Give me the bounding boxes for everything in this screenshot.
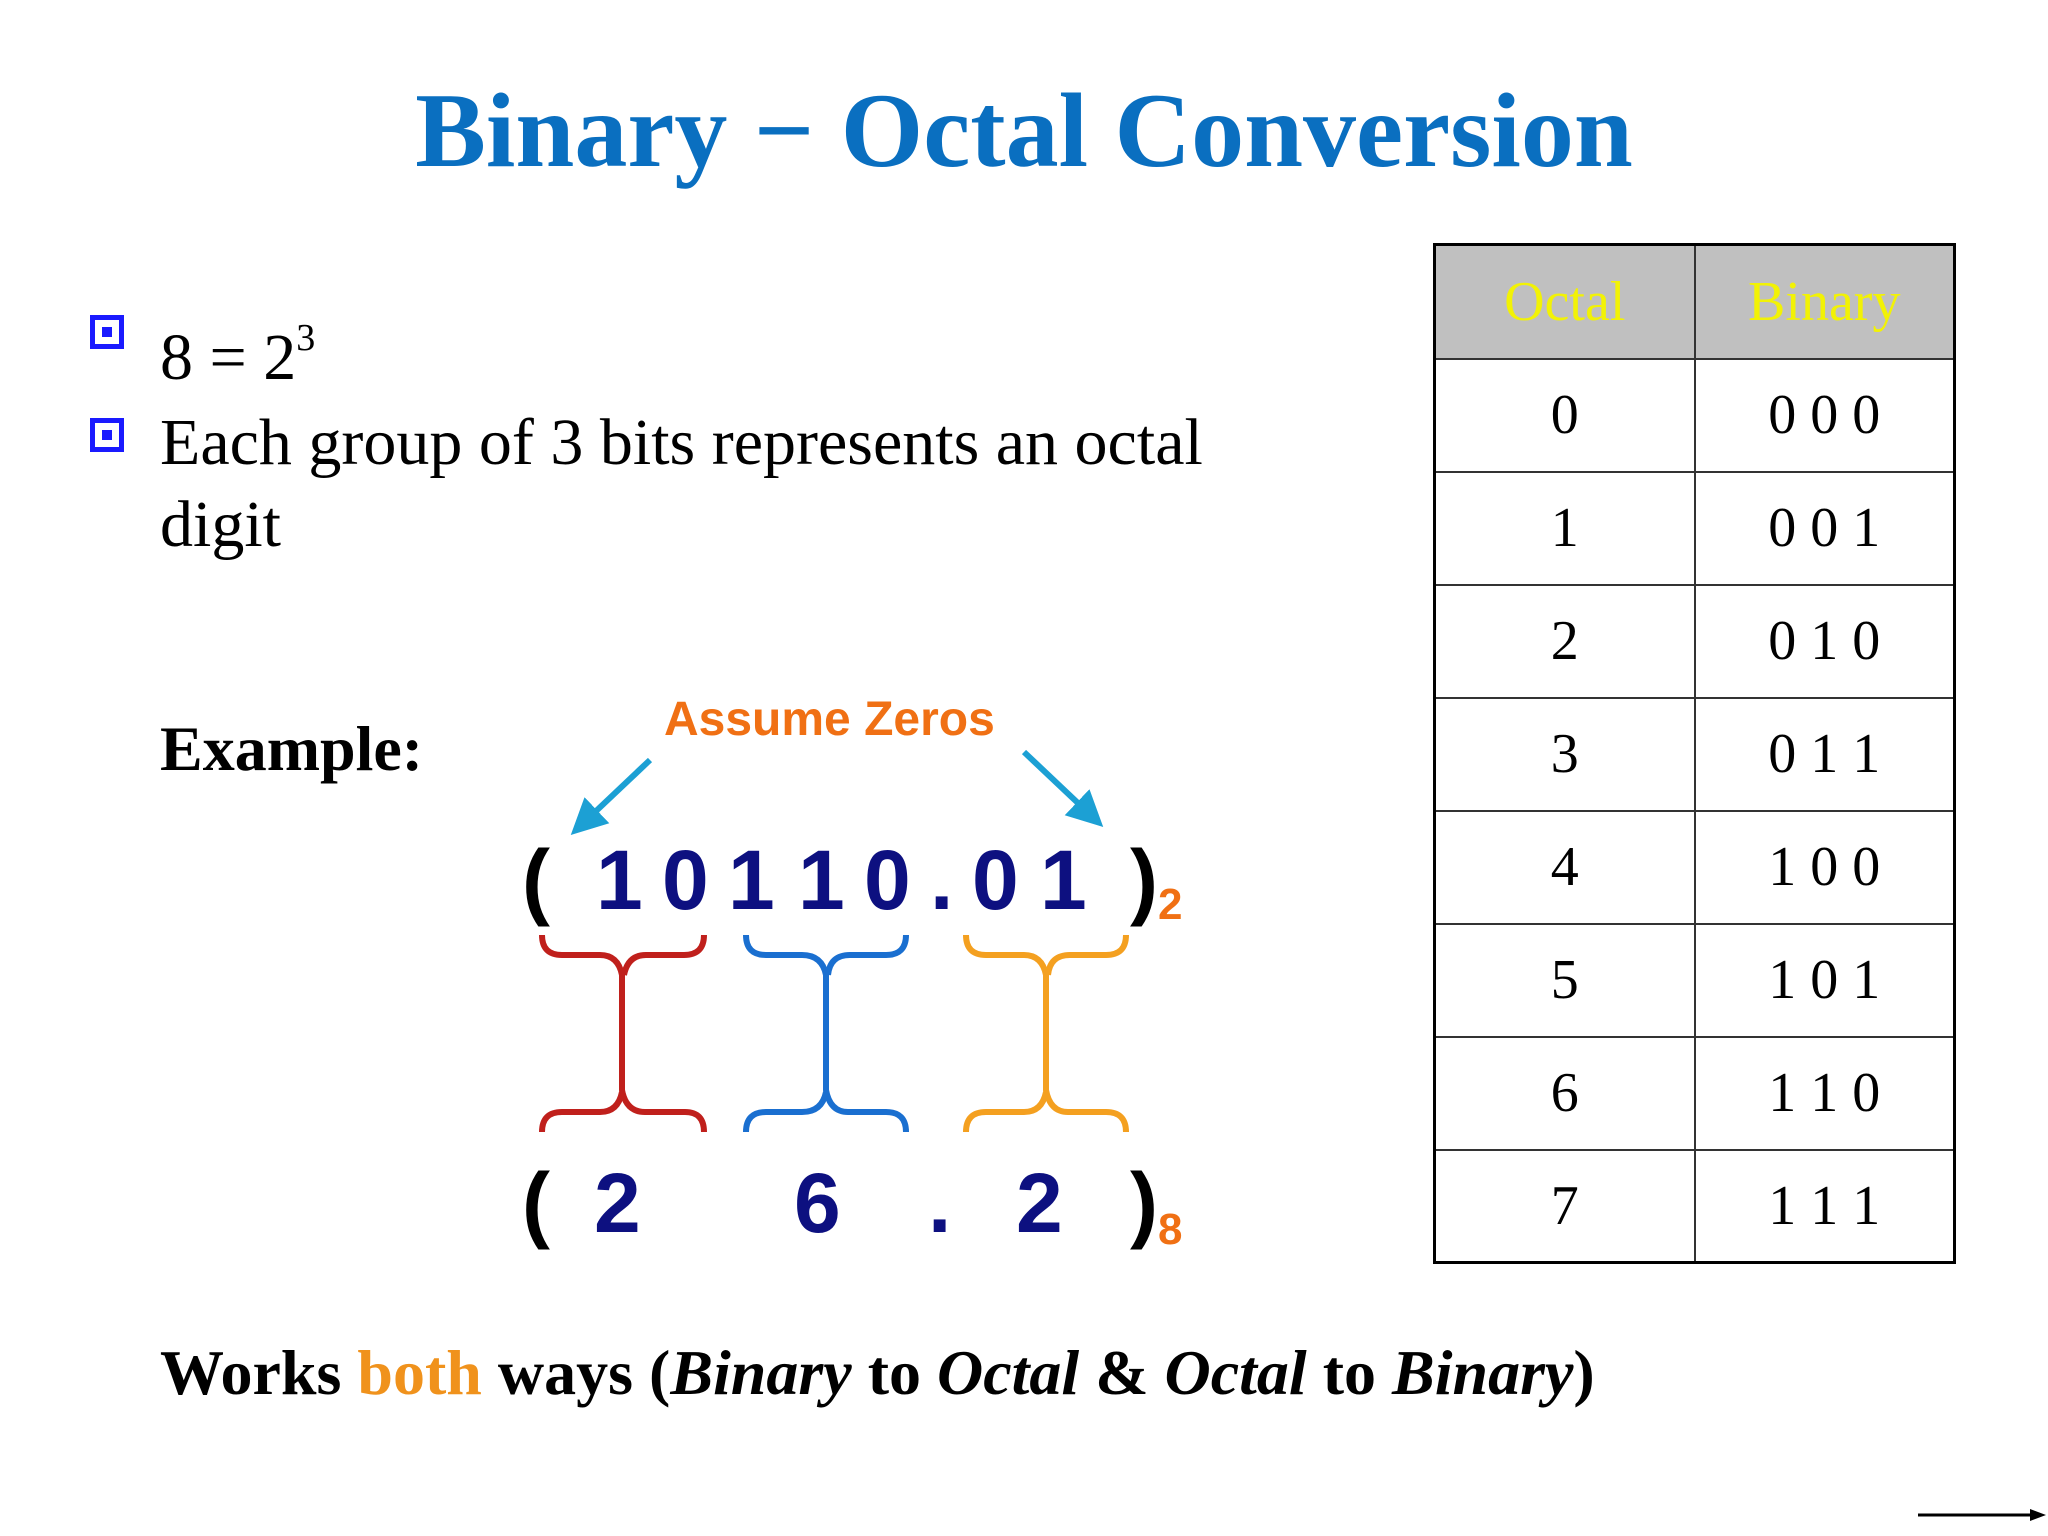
- binary-digit: 0: [864, 833, 911, 927]
- binary-cell: 0 1 0: [1693, 583, 1956, 699]
- octal-digit: 2: [594, 1156, 641, 1250]
- bullet-item-2: Each group of 3 bits represents an octal…: [160, 402, 1203, 566]
- brace-red: [539, 934, 707, 1133]
- binary-cell: 0 0 0: [1693, 357, 1956, 473]
- octal-point: .: [928, 1156, 952, 1250]
- note-part: to: [851, 1337, 937, 1408]
- octal-close-paren: ): [1130, 1156, 1158, 1250]
- note-part: Works: [160, 1337, 358, 1408]
- binary-digit: 0: [662, 833, 709, 927]
- octal-cell: 0: [1433, 357, 1696, 473]
- note-part: ways (: [481, 1337, 671, 1408]
- binary-close-paren: ): [1130, 833, 1158, 927]
- binary-cell: 1 1 1: [1693, 1148, 1956, 1264]
- note-italic: Octal: [937, 1337, 1080, 1408]
- note-italic: Octal: [1164, 1337, 1307, 1408]
- binary-cell: 0 0 1: [1693, 470, 1956, 586]
- octal-cell: 3: [1433, 696, 1696, 812]
- page-title: Binary − Octal Conversion: [415, 72, 1633, 189]
- binary-digit: 1: [596, 833, 643, 927]
- octal-cell: 1: [1433, 470, 1696, 586]
- octal-open-paren: (: [522, 1156, 550, 1250]
- bullet-item-1: 8 = 23: [160, 303, 315, 399]
- assume-zeros-annotation: Assume Zeros: [664, 693, 995, 746]
- header-octal: Octal: [1433, 243, 1696, 360]
- binary-digit: 1: [798, 833, 845, 927]
- octal-cell: 2: [1433, 583, 1696, 699]
- note-italic: Binary: [1392, 1337, 1574, 1408]
- octal-cell: 6: [1433, 1035, 1696, 1151]
- arrow-left: [570, 757, 653, 835]
- works-both-ways-note: Works both ways (Binary to Octal & Octal…: [160, 1336, 1595, 1410]
- bullet-2-line-2: digit: [160, 488, 282, 561]
- next-arrow-icon: [1918, 1509, 2046, 1521]
- octal-base-subscript: 8: [1158, 1205, 1183, 1254]
- binary-cell: 1 1 0: [1693, 1035, 1956, 1151]
- binary-point: .: [930, 833, 954, 927]
- bullet-square-icon: [90, 315, 124, 349]
- bullet-2-line-1: Each group of 3 bits represents an octal: [160, 406, 1203, 479]
- binary-open-paren: (: [522, 833, 550, 927]
- octal-cell: 4: [1433, 809, 1696, 925]
- table-header-row: Octal Binary: [1433, 243, 1956, 360]
- example-label: Example:: [160, 713, 424, 784]
- bullet-1-exponent: 3: [296, 317, 316, 359]
- binary-base-subscript: 2: [1158, 880, 1183, 929]
- bullet-1-base: 8 = 2: [160, 321, 297, 394]
- arrow-right: [1021, 749, 1104, 827]
- brace-blue: [743, 934, 909, 1133]
- note-part: to: [1306, 1337, 1392, 1408]
- octal-digit: 6: [794, 1156, 841, 1250]
- binary-digit: 1: [1040, 833, 1087, 927]
- binary-cell: 1 0 1: [1693, 922, 1956, 1038]
- note-highlight-both: both: [357, 1337, 482, 1408]
- header-binary: Binary: [1693, 243, 1956, 360]
- note-part: &: [1079, 1337, 1165, 1408]
- binary-cell: 0 1 1: [1693, 696, 1956, 812]
- binary-digit: 0: [972, 833, 1019, 927]
- octal-cell: 7: [1433, 1148, 1696, 1264]
- bullet-square-icon: [90, 418, 124, 452]
- octal-digit: 2: [1016, 1156, 1063, 1250]
- binary-cell: 1 0 0: [1693, 809, 1956, 925]
- octal-cell: 5: [1433, 922, 1696, 1038]
- binary-digit: 1: [728, 833, 775, 927]
- note-italic: Binary: [670, 1337, 852, 1408]
- brace-orange: [963, 934, 1129, 1133]
- note-part: ): [1573, 1337, 1595, 1408]
